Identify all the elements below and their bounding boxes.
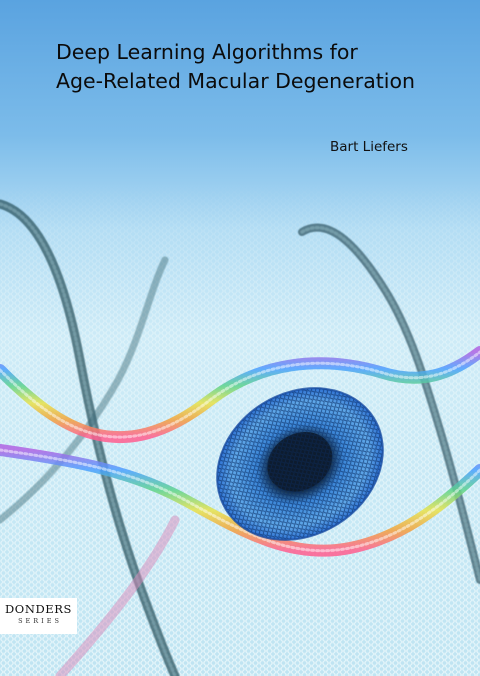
donders-series-logo: DONDERS SERIES bbox=[0, 598, 77, 634]
pupil bbox=[267, 431, 333, 492]
book-title-line-2: Age-Related Macular Degeneration bbox=[56, 69, 416, 93]
book-title: Deep Learning Algorithms for Age-Related… bbox=[56, 38, 466, 96]
series-name: DONDERS bbox=[4, 602, 73, 616]
dark-strands bbox=[0, 199, 480, 676]
book-title-line-1: Deep Learning Algorithms for bbox=[56, 40, 358, 64]
rainbow-strands bbox=[0, 346, 480, 676]
series-subtitle: SERIES bbox=[18, 617, 62, 625]
author-name: Bart Liefers bbox=[330, 139, 408, 155]
